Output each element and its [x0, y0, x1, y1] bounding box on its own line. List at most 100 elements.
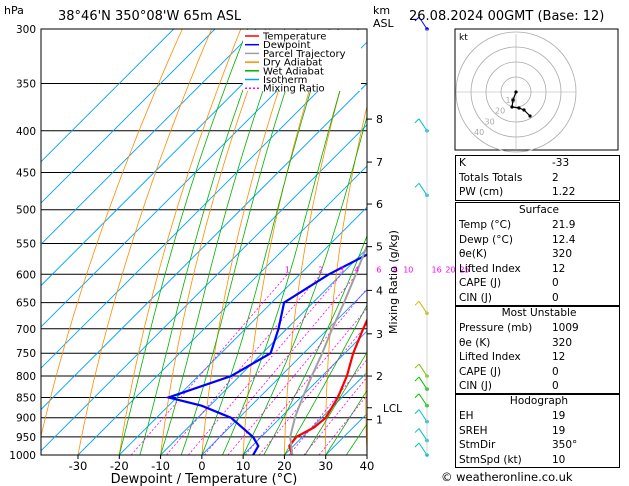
dry-adiabat — [41, 29, 183, 438]
legend-box — [243, 30, 361, 91]
wind-barb-flag — [414, 376, 420, 382]
mixing-ratio-line — [227, 287, 367, 455]
table-key: StmDir — [459, 439, 496, 452]
hodograph-point — [511, 98, 515, 102]
table-key: SREH — [459, 424, 488, 437]
mixing-ratio-tick-label: 20 — [445, 265, 455, 274]
x-tick-label: -20 — [110, 459, 129, 473]
hodograph-point — [528, 114, 532, 118]
km-tick-label: 7 — [376, 156, 383, 169]
wind-barb — [418, 301, 428, 314]
dry-adiabat — [365, 336, 367, 455]
wet-adiabat — [304, 351, 367, 455]
mixing-ratio-line — [244, 307, 367, 455]
mixing-ratio-line — [204, 273, 358, 455]
x-axis-label: Dewpoint / Temperature (°C) — [111, 472, 298, 486]
wind-barb-flag — [414, 300, 420, 306]
table-value: 320 — [552, 336, 573, 349]
table-key: θe (K) — [459, 336, 491, 349]
table-key: Dewp (°C) — [459, 233, 513, 246]
wet-adiabat — [284, 304, 367, 455]
km-tick-label: 1 — [376, 414, 383, 427]
mixing-ratio-line — [288, 358, 367, 455]
units-right-km: km — [373, 4, 390, 17]
hodograph-ring-label: 20 — [495, 107, 505, 116]
km-tick-label: 4 — [376, 284, 383, 297]
table-row: Pressure (mb) 1009 — [456, 321, 619, 336]
pressure-tick-label: 600 — [16, 269, 36, 281]
wind-barb-flag — [414, 363, 420, 369]
hodograph-point — [522, 108, 526, 112]
hodograph-point — [510, 105, 514, 109]
table-row: θe(K) 320 — [456, 247, 619, 262]
wet-adiabat — [139, 29, 266, 455]
location-title: 38°46'N 350°08'W 65m ASL — [58, 9, 242, 24]
isotherm — [160, 247, 367, 455]
x-tick-label: 0 — [198, 459, 205, 473]
series-dewpoint — [164, 253, 367, 455]
table-key: CIN (J) — [459, 380, 492, 393]
wind-barb — [418, 442, 428, 456]
wet-adiabat — [201, 29, 331, 455]
table-value: 0 — [552, 365, 559, 378]
table-value: -33 — [552, 157, 570, 169]
table-value: 320 — [552, 248, 573, 261]
hodograph-point — [517, 106, 521, 110]
wind-barb — [418, 393, 428, 407]
mixing-ratio-label: Mixing Ratio (g/kg) — [387, 230, 400, 334]
isotherm — [201, 289, 367, 455]
pressure-tick-label: 800 — [16, 371, 36, 383]
table-value: 1009 — [552, 322, 579, 334]
pressure-tick-label: 450 — [16, 167, 36, 179]
isotherm — [41, 29, 175, 163]
table-key: Lifted Index — [459, 351, 521, 364]
lcl-label: LCL — [383, 403, 402, 415]
units-left: hPa — [4, 4, 24, 17]
table-row: CIN (J) 0 — [456, 379, 619, 394]
x-tick-label: 20 — [277, 459, 292, 473]
isotherm — [118, 206, 367, 455]
km-tick-label: 6 — [376, 198, 383, 211]
table-key: K — [459, 157, 466, 169]
wet-adiabat — [160, 29, 286, 455]
hodograph-table-title: Hodograph — [509, 395, 569, 407]
legend-item: Wet Adiabat — [263, 66, 324, 77]
x-tick-label: 40 — [360, 459, 375, 473]
wind-barb-flag — [414, 16, 420, 22]
legend-item: Temperature — [262, 32, 326, 43]
wind-barb — [418, 118, 428, 132]
dry-adiabat — [160, 29, 271, 455]
wet-adiabat — [263, 234, 367, 455]
km-tick-label: 2 — [376, 370, 383, 383]
dry-adiabat — [201, 29, 300, 455]
wet-adiabat — [180, 29, 307, 455]
isotherm — [41, 29, 257, 245]
km-tick-label: 5 — [376, 241, 383, 254]
table-value: 12 — [552, 262, 566, 275]
wind-barb — [418, 428, 428, 441]
table-key: StmSpd (kt) — [459, 453, 522, 466]
x-tick-label: 30 — [318, 459, 333, 473]
isotherm — [41, 124, 367, 452]
legend-item: Parcel Trajectory — [263, 49, 346, 60]
pressure-tick-label: 750 — [16, 348, 36, 360]
mixing-ratio-tick-label: 6 — [376, 265, 381, 274]
pressure-tick-label: 650 — [16, 298, 36, 310]
mixing-ratio-tick-label: 25 — [460, 265, 470, 274]
most-unstable-title: Most Unstable — [501, 307, 577, 319]
isotherm — [284, 371, 367, 455]
table-row: θe (K) 320 — [456, 336, 619, 351]
table-key: Pressure (mb) — [459, 322, 533, 334]
wind-barbs — [414, 16, 429, 457]
mixing-ratio-tick-label: 10 — [403, 265, 413, 274]
wind-barb-flag — [414, 409, 420, 414]
isotherm — [41, 29, 216, 204]
isotherm — [242, 330, 367, 455]
mixing-ratio-tick-label: 3 — [339, 265, 344, 274]
table-value: 350° — [552, 439, 578, 452]
pressure-tick-label: 550 — [16, 238, 36, 250]
table-value: 0 — [552, 291, 559, 304]
mixing-ratio-tick-label: 4 — [354, 265, 359, 274]
table-row: PW (cm) 1.22 — [456, 185, 619, 200]
